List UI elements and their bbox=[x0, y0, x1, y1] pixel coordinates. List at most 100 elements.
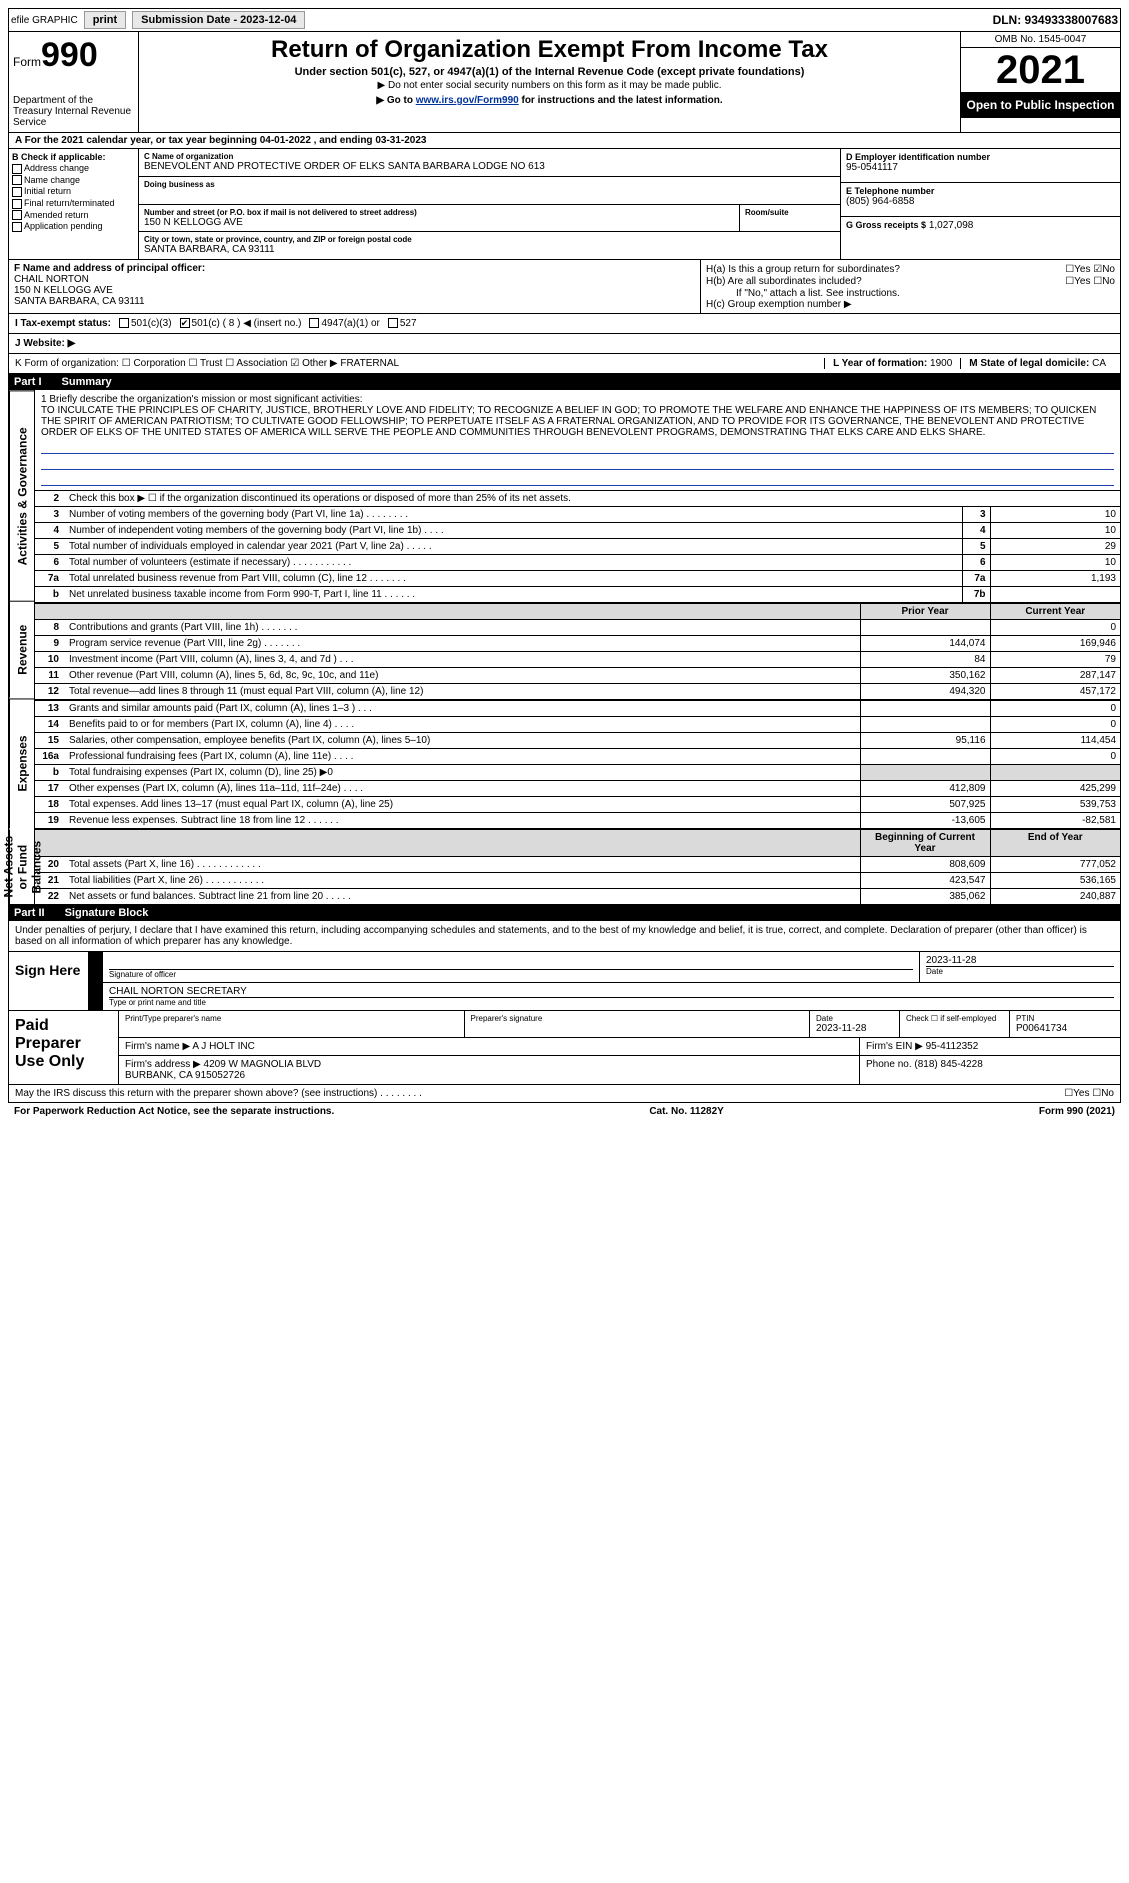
sign-here-label: Sign Here bbox=[9, 952, 89, 1010]
part-2-label: Part II bbox=[14, 907, 45, 919]
col-b: B Check if applicable: Address change Na… bbox=[9, 149, 139, 259]
side-netassets: Net Assets or Fund Balances bbox=[9, 829, 35, 904]
efile-label: efile GRAPHIC bbox=[11, 15, 78, 26]
col-c: C Name of organization BENEVOLENT AND PR… bbox=[139, 149, 840, 259]
gross-value: 1,027,098 bbox=[929, 220, 974, 231]
chk-initial-return[interactable]: Initial return bbox=[12, 186, 135, 197]
row-i: I Tax-exempt status: 501(c)(3) ✔501(c) (… bbox=[8, 314, 1121, 334]
netassets-table: Beginning of Current YearEnd of Year20To… bbox=[35, 829, 1120, 904]
room-label: Room/suite bbox=[745, 208, 835, 217]
mission-block: 1 Briefly describe the organization's mi… bbox=[35, 390, 1120, 490]
submission-date-button[interactable]: Submission Date - 2023-12-04 bbox=[132, 11, 305, 29]
sig-name-label: Type or print name and title bbox=[109, 997, 1114, 1007]
col-b-title: B Check if applicable: bbox=[12, 152, 135, 162]
irs-link[interactable]: www.irs.gov/Form990 bbox=[416, 95, 519, 106]
sig-date: 2023-11-28 bbox=[926, 955, 1114, 966]
preparer-title: Paid Preparer Use Only bbox=[9, 1011, 119, 1084]
h-b-question: H(b) Are all subordinates included? bbox=[706, 276, 862, 287]
pra-notice: For Paperwork Reduction Act Notice, see … bbox=[14, 1106, 334, 1117]
h-b-answer: ☐Yes ☐No bbox=[1065, 276, 1115, 287]
h-b-note: If "No," attach a list. See instructions… bbox=[706, 288, 1115, 299]
sig-date-label: Date bbox=[926, 966, 1114, 976]
gross-cell: G Gross receipts $ 1,027,098 bbox=[841, 217, 1120, 251]
prep-self-emp: Check ☐ if self-employed bbox=[900, 1011, 1010, 1037]
side-governance: Activities & Governance bbox=[9, 390, 35, 601]
omb-number: OMB No. 1545-0047 bbox=[961, 32, 1120, 48]
ein-cell: D Employer identification number 95-0541… bbox=[841, 149, 1120, 183]
state-domicile: M State of legal domicile: CA bbox=[960, 358, 1114, 369]
discuss-row: May the IRS discuss this return with the… bbox=[8, 1085, 1121, 1103]
form-number: Form990 bbox=[13, 36, 134, 75]
discuss-question: May the IRS discuss this return with the… bbox=[15, 1088, 422, 1099]
sig-declaration: Under penalties of perjury, I declare th… bbox=[9, 921, 1120, 952]
dba-cell: Doing business as bbox=[139, 177, 840, 205]
header-mid: Return of Organization Exempt From Incom… bbox=[139, 32, 960, 132]
print-button[interactable]: print bbox=[84, 11, 126, 29]
prep-h2: Preparer's signature bbox=[465, 1011, 811, 1037]
sig-right: Signature of officer 2023-11-28 Date CHA… bbox=[89, 952, 1120, 1010]
subtitle-2: ▶ Do not enter social security numbers o… bbox=[145, 80, 954, 91]
ein-value: 95-0541117 bbox=[846, 162, 1115, 173]
sig-name-cell: CHAIL NORTON SECRETARY Type or print nam… bbox=[103, 983, 1120, 1010]
firm-addr-cell: Firm's address ▶ 4209 W MAGNOLIA BLVD BU… bbox=[119, 1056, 860, 1084]
officer-label: F Name and address of principal officer: bbox=[14, 263, 695, 274]
chk-final-return[interactable]: Final return/terminated bbox=[12, 198, 135, 209]
dept-label: Department of the Treasury Internal Reve… bbox=[13, 95, 134, 128]
top-bar: efile GRAPHIC print Submission Date - 20… bbox=[8, 8, 1121, 32]
part-1-label: Part I bbox=[14, 376, 42, 388]
summary-block: Activities & Governance Revenue Expenses… bbox=[8, 390, 1121, 905]
firm-ein-cell: Firm's EIN ▶ 95-4112352 bbox=[860, 1038, 1120, 1055]
form-num: 990 bbox=[41, 36, 98, 74]
blank-line bbox=[41, 472, 1114, 486]
chk-name-change[interactable]: Name change bbox=[12, 175, 135, 186]
col-h: H(a) Is this a group return for subordin… bbox=[700, 260, 1120, 313]
street-value: 150 N KELLOGG AVE bbox=[144, 217, 734, 228]
firm-phone-cell: Phone no. (818) 845-4228 bbox=[860, 1056, 1120, 1084]
form-label: Form 990 (2021) bbox=[1039, 1106, 1115, 1117]
chk-501c[interactable]: ✔501(c) ( 8 ) ◀ (insert no.) bbox=[180, 318, 302, 329]
blank-line bbox=[41, 440, 1114, 454]
ein-label: D Employer identification number bbox=[846, 152, 1115, 162]
revenue-table: Prior YearCurrent Year8Contributions and… bbox=[35, 603, 1120, 699]
subtitle-3: ▶ Go to www.irs.gov/Form990 for instruct… bbox=[145, 95, 954, 106]
governance-table: 2Check this box ▶ ☐ if the organization … bbox=[35, 490, 1120, 602]
subtitle-1: Under section 501(c), 527, or 4947(a)(1)… bbox=[145, 66, 954, 78]
expenses-section: 13Grants and similar amounts paid (Part … bbox=[35, 700, 1120, 829]
chk-address-change[interactable]: Address change bbox=[12, 163, 135, 174]
header-left: Form990 Department of the Treasury Inter… bbox=[9, 32, 139, 132]
bottom-line: For Paperwork Reduction Act Notice, see … bbox=[8, 1103, 1121, 1120]
chk-4947[interactable]: 4947(a)(1) or bbox=[309, 318, 379, 329]
phone-value: (805) 964-6858 bbox=[846, 196, 1115, 207]
chk-amended-return[interactable]: Amended return bbox=[12, 210, 135, 221]
org-name-label: C Name of organization bbox=[144, 152, 835, 161]
form-word: Form bbox=[13, 55, 41, 69]
tax-status-label: I Tax-exempt status: bbox=[15, 318, 111, 329]
row-a-period: A For the 2021 calendar year, or tax yea… bbox=[8, 133, 1121, 149]
year-formation: L Year of formation: 1900 bbox=[824, 358, 960, 369]
city-cell: City or town, state or province, country… bbox=[139, 231, 840, 259]
gross-label: G Gross receipts $ bbox=[846, 220, 926, 230]
mission-text: TO INCULCATE THE PRINCIPLES OF CHARITY, … bbox=[41, 405, 1114, 438]
dba-label: Doing business as bbox=[144, 180, 835, 189]
form-header: Form990 Department of the Treasury Inter… bbox=[8, 32, 1121, 133]
prep-ptin-cell: PTINP00641734 bbox=[1010, 1011, 1120, 1037]
h-c-question: H(c) Group exemption number ▶ bbox=[706, 299, 1115, 310]
discuss-answer: ☐Yes ☐No bbox=[1064, 1088, 1114, 1099]
org-name: BENEVOLENT AND PROTECTIVE ORDER OF ELKS … bbox=[144, 161, 835, 172]
dln-label: DLN: 93493338007683 bbox=[993, 13, 1118, 27]
firm-name-cell: Firm's name ▶ A J HOLT INC bbox=[119, 1038, 860, 1055]
sub3-post: for instructions and the latest informat… bbox=[519, 95, 723, 106]
form-title: Return of Organization Exempt From Incom… bbox=[145, 36, 954, 64]
chk-527[interactable]: 527 bbox=[388, 318, 417, 329]
form-of-org: K Form of organization: ☐ Corporation ☐ … bbox=[15, 358, 399, 369]
expenses-table: 13Grants and similar amounts paid (Part … bbox=[35, 700, 1120, 828]
chk-501c3[interactable]: 501(c)(3) bbox=[119, 318, 172, 329]
chk-application-pending[interactable]: Application pending bbox=[12, 221, 135, 232]
cat-number: Cat. No. 11282Y bbox=[649, 1106, 723, 1117]
phone-cell: E Telephone number (805) 964-6858 bbox=[841, 183, 1120, 217]
sub3-pre: ▶ Go to bbox=[376, 95, 415, 106]
officer-addr2: SANTA BARBARA, CA 93111 bbox=[14, 296, 695, 307]
preparer-block: Paid Preparer Use Only Print/Type prepar… bbox=[8, 1011, 1121, 1085]
officer-name: CHAIL NORTON bbox=[14, 274, 695, 285]
governance-section: 1 Briefly describe the organization's mi… bbox=[35, 390, 1120, 603]
